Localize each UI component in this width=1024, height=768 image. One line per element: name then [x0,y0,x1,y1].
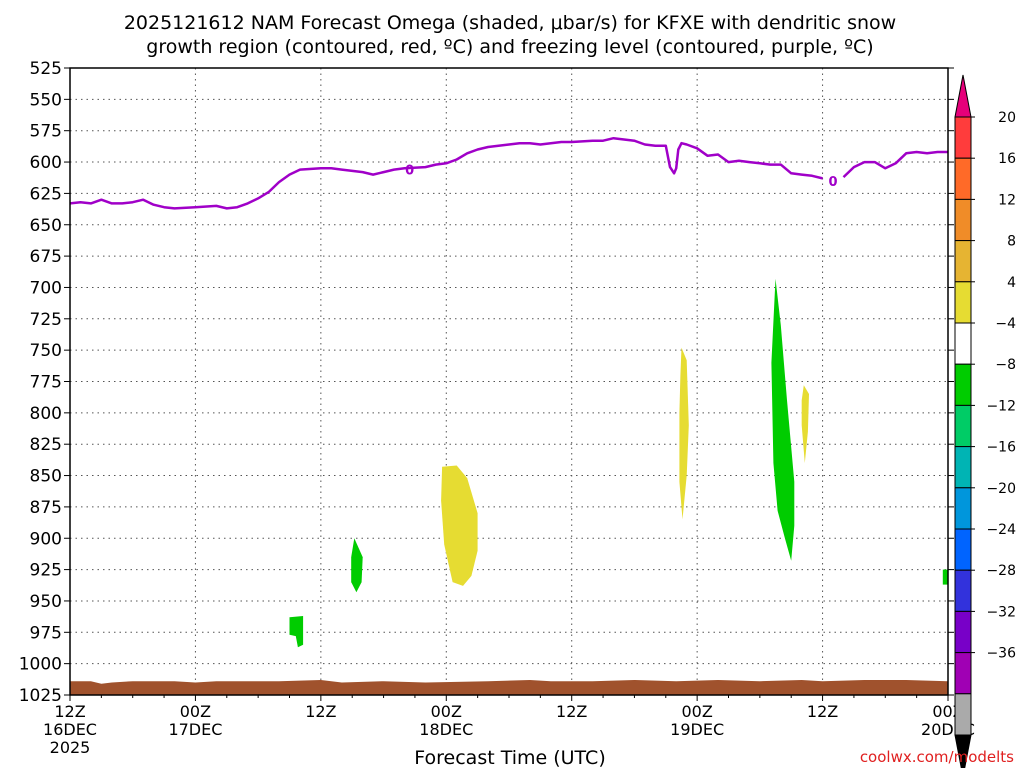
y-axis: 525 550 575 600 625 650 675 700 725 750 775 800 825 8… [19,59,954,706]
x-tick-label: 12Z [556,702,587,721]
y-tick-label: 975 [30,623,62,643]
y-tick-label: 1025 [19,686,62,706]
colorbar-label: 4 [1007,275,1016,291]
colorbar-segment [954,528,972,571]
y-tick-label: 850 [30,467,62,487]
omega-colorbar: 20 16 12 8 4 −4 −8 −12 −16 −20 −24 −28 −32 −36 [954,74,1016,768]
colorbar-label: 12 [998,192,1016,208]
colorbar-segment [954,487,972,530]
omega-shading [289,278,948,648]
x-tick-label: 18DEC [419,720,473,739]
chart-title-line2: growth region (contoured, red, ºC) and f… [146,36,873,58]
colorbar-label: −8 [995,357,1016,373]
x-tick-label: 17DEC [168,720,222,739]
ground-layer [70,680,948,696]
colorbar-segment [954,116,972,159]
y-tick-label: 900 [30,529,62,549]
colorbar-segment [954,610,972,654]
grid-lines [69,67,949,696]
y-tick-label: 800 [30,404,62,424]
y-tick-label: 875 [30,498,62,518]
colorbar-label: −36 [986,646,1016,662]
y-tick-label: 575 [30,122,62,142]
y-tick-label: 750 [30,341,62,361]
y-tick-label: 1000 [19,655,62,675]
colorbar-segment [954,446,972,489]
ground-fill [70,680,948,696]
colorbar-segment [954,569,972,612]
colorbar-segment [954,240,972,283]
colorbar-label: −4 [995,316,1016,332]
y-tick-label: 525 [30,59,62,79]
colorbar-segment [954,281,972,324]
y-tick-label: 950 [30,592,62,612]
y-tick-label: 725 [30,310,62,330]
x-tick-label: 00Z [681,702,712,721]
credit-text: coolwx.com/modelts [860,748,1014,766]
colorbar-label: 16 [998,151,1016,167]
omega-region [441,465,478,586]
colorbar-segment [954,157,972,200]
y-tick-label: 675 [30,247,62,267]
y-tick-label: 600 [30,153,62,173]
colorbar-segment [954,198,972,242]
plot-frame [69,67,949,696]
freezing-level-label: 0 [829,175,838,190]
x-tick-label: 16DEC [43,720,97,739]
y-tick-label: 700 [30,278,62,298]
colorbar-label: −32 [986,604,1016,620]
colorbar-segment [954,322,972,365]
x-tick-label: 12Z [305,702,336,721]
colorbar-segment [954,652,972,695]
x-tick-label: 19DEC [670,720,724,739]
omega-region [771,278,795,561]
y-tick-label: 825 [30,435,62,455]
x-axis-label: Forecast Time (UTC) [414,747,605,768]
colorbar-label: −24 [986,522,1016,538]
colorbar-segment [954,363,972,406]
x-tick-label: 12Z [807,702,838,721]
y-tick-label: 625 [30,184,62,204]
y-tick-label: 550 [30,90,62,110]
colorbar-top-arrow [954,74,972,118]
colorbar-bottom-arrow [954,734,972,768]
x-tick-label: 2025 [50,738,91,757]
omega-region [679,347,689,520]
x-tick-label: 12Z [54,702,85,721]
y-tick-label: 925 [30,561,62,581]
colorbar-label: −12 [986,398,1016,414]
freezing-level-contour: 00 [69,136,948,210]
omega-region [351,538,363,593]
colorbar-label: −16 [986,440,1016,456]
x-tick-label: 00Z [431,702,462,721]
freezing-level-line [69,136,948,210]
y-tick-label: 650 [30,216,62,236]
colorbar-label: 20 [998,110,1016,126]
freezing-level-label: 0 [405,164,414,179]
x-tick-label: 00Z [180,702,211,721]
colorbar-label: −20 [986,481,1016,497]
colorbar-label: 8 [1007,234,1016,250]
colorbar-label: −28 [986,563,1016,579]
chart-title-line1: 2025121612 NAM Forecast Omega (shaded, μ… [124,12,896,34]
omega-region [289,616,304,648]
colorbar-segment [954,693,972,736]
omega-region [942,569,948,585]
omega-region [801,385,809,463]
y-tick-label: 775 [30,373,62,393]
colorbar-segment [954,404,972,448]
